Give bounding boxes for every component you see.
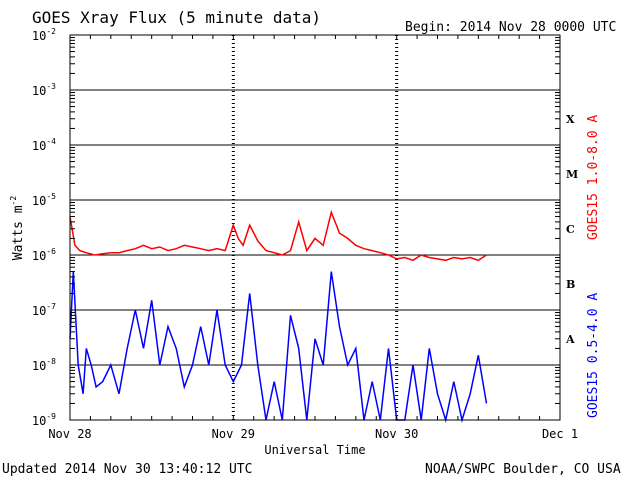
series-layer	[69, 209, 488, 423]
grid	[70, 34, 560, 421]
y-tick-exponent: -5	[46, 192, 56, 201]
y-tick-label: 10-3	[32, 82, 56, 98]
y-tick-exponent: -4	[46, 137, 56, 146]
begin-label: Begin: 2014 Nov 28 0000 UTC	[405, 20, 616, 35]
y-tick-base: 10	[32, 304, 46, 318]
y-tick-label: 10-4	[32, 137, 56, 153]
y-tick-label: 10-6	[32, 247, 56, 263]
y-tick-base: 10	[32, 139, 46, 153]
y-tick-exponent: -7	[46, 302, 56, 311]
y-tick-exponent: -9	[46, 412, 56, 421]
y-tick-base: 10	[32, 29, 46, 43]
y-tick-base: 10	[32, 84, 46, 98]
x-tick-label: Nov 29	[212, 427, 255, 441]
flare-class-label: A	[565, 333, 575, 346]
x-tick-label: Dec 1	[542, 427, 578, 441]
flare-class-label: C	[566, 223, 575, 236]
plot-frame	[69, 34, 561, 421]
flare-class-labels: X M C B A	[565, 113, 578, 346]
flare-class-label: B	[566, 278, 575, 291]
y-tick-base: 10	[32, 414, 46, 428]
x-tick-label: Nov 28	[48, 427, 91, 441]
credit-label: NOAA/SWPC Boulder, CO USA	[425, 462, 621, 477]
y-tick-base: 10	[32, 194, 46, 208]
y-axis-label-text: Watts m	[11, 205, 26, 260]
x-tick-label: Nov 30	[375, 427, 418, 441]
y-tick-exponent: -8	[46, 357, 56, 366]
y-tick-label: 10-5	[32, 192, 56, 208]
y-tick-label: 10-2	[32, 27, 56, 43]
x-axis-label: Universal Time	[264, 443, 365, 457]
y-axis: 10-210-310-410-510-610-710-810-9	[32, 27, 560, 428]
flare-class-label: M	[566, 168, 578, 181]
y-tick-exponent: -3	[46, 82, 56, 91]
y-tick-base: 10	[32, 359, 46, 373]
y-axis-label-exponent: -2	[9, 196, 18, 206]
flare-class-label: X	[566, 113, 575, 126]
y-axis-label: Watts m-2	[9, 196, 26, 261]
y-tick-label: 10-9	[32, 412, 56, 428]
y-tick-base: 10	[32, 249, 46, 263]
legend-short-channel: GOES15 0.5-4.0 A	[586, 293, 601, 418]
x-axis: Nov 28 Nov 29 Nov 30 Dec 1	[48, 35, 578, 441]
y-tick-label: 10-8	[32, 357, 56, 373]
y-tick-exponent: -2	[46, 27, 56, 36]
y-tick-exponent: -6	[46, 247, 56, 256]
legend-long-channel: GOES15 1.0-8.0 A	[586, 115, 601, 240]
chart-title: GOES Xray Flux (5 minute data)	[32, 8, 321, 27]
updated-timestamp: Updated 2014 Nov 30 13:40:12 UTC	[2, 462, 252, 477]
series-line-short-channel	[69, 271, 488, 423]
series-line-long-channel	[69, 209, 487, 262]
y-tick-label: 10-7	[32, 302, 56, 318]
